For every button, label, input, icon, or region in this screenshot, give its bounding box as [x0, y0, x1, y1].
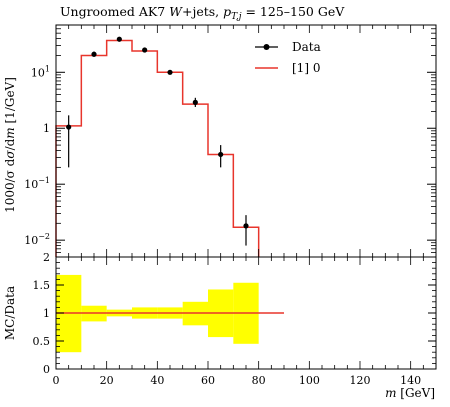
y-tick-label: 1 [43, 122, 50, 135]
ratio-plot-frame [55, 256, 437, 370]
xlabel-m: m [385, 386, 396, 400]
ylabel-m: m [3, 127, 17, 138]
title-rest: = 125–150 GeV [242, 4, 346, 19]
main-y-axis-label: 1000/σ dσ/dm [1/GeV] [3, 77, 17, 213]
title-plus-jets: +jets, [182, 4, 223, 19]
data-point [116, 36, 122, 42]
x-tick-label: 100 [299, 374, 320, 387]
data-point [192, 99, 198, 105]
x-tick-label: 20 [100, 374, 114, 387]
x-tick-label: 120 [350, 374, 371, 387]
main-axes: 10−2 10−1 1 101 [24, 25, 437, 257]
data-point [167, 69, 173, 75]
data-point [66, 124, 72, 130]
ylabel-unit: [1/GeV] [3, 77, 17, 127]
ratio-y-tick-label: 1 [43, 307, 50, 320]
ratio-y-tick-label: 2 [43, 251, 50, 264]
ratio-y-tick-label: 0.5 [33, 335, 51, 348]
data-point [243, 223, 249, 229]
y-tick-label: 10−1 [24, 176, 50, 191]
x-tick-label: 60 [201, 374, 215, 387]
chart-title: Ungroomed AK7 W+jets, pT,j = 125–150 GeV [60, 4, 345, 22]
data-point [218, 151, 224, 158]
title-p: p [223, 4, 231, 19]
x-axis-label: m [GeV] [385, 386, 435, 400]
title-sub: T,j [231, 12, 242, 22]
ratio-y-tick-label: 1.5 [33, 279, 51, 292]
x-tick-label: 80 [252, 374, 266, 387]
ratio-y-axis-label: MC/Data [3, 286, 17, 340]
y-tick-label: 101 [31, 64, 50, 79]
ylabel-slash: /d [3, 138, 17, 150]
ratio-y-tick-label: 0 [43, 363, 50, 376]
xlabel-unit: [GeV] [396, 386, 435, 400]
data-point [142, 47, 148, 53]
y-tick-label: 10−2 [24, 232, 50, 247]
legend-data-marker [263, 44, 270, 50]
title-w: W [169, 4, 183, 19]
data-points [66, 36, 249, 246]
legend-data-label: Data [292, 40, 321, 54]
legend: Data [1] 0 [255, 40, 321, 75]
x-tick-label: 40 [150, 374, 164, 387]
x-tick-label: 0 [53, 374, 60, 387]
legend-mc-label: [1] 0 [292, 61, 320, 75]
x-tick-label: 140 [400, 374, 421, 387]
ylabel-prefix: 1000/σ d [3, 158, 17, 213]
mc-step-line [55, 39, 260, 257]
data-point [91, 51, 97, 57]
mc-histogram [55, 39, 260, 257]
title-main: Ungroomed AK7 [60, 4, 169, 19]
ylabel-sigma: σ [3, 150, 17, 159]
